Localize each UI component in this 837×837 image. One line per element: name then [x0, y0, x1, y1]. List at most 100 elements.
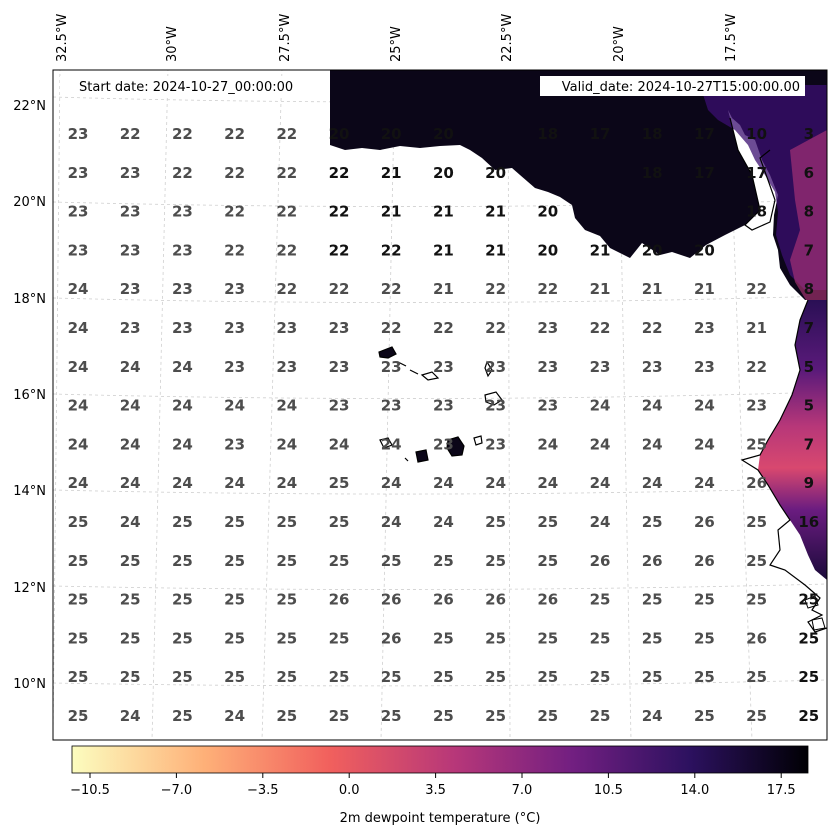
grid-value: 20: [537, 203, 558, 221]
grid-value: 20: [433, 125, 454, 143]
grid-value: 25: [433, 668, 454, 686]
grid-value: 24: [68, 280, 89, 298]
grid-value: 23: [276, 319, 297, 337]
map-border: [52, 69, 828, 741]
coastline: [729, 117, 827, 633]
grid-value: 25: [485, 629, 506, 647]
grid-value: 24: [381, 513, 402, 531]
grid-value: 18: [642, 164, 663, 182]
grid-value: 25: [642, 629, 663, 647]
grid-value: 24: [642, 707, 663, 725]
grid-value: 25: [746, 513, 767, 531]
grid-value: 25: [172, 591, 193, 609]
grid-value: 25: [329, 707, 350, 725]
grid-value: 24: [537, 474, 558, 492]
grid-value: 24: [120, 707, 141, 725]
grid-value: 23: [746, 397, 767, 415]
grid-value: 23: [329, 319, 350, 337]
grid-value: 24: [120, 397, 141, 415]
colorbar-tick-label: −7.0: [161, 783, 193, 798]
grid-value: 25: [798, 668, 819, 686]
grid-value: 24: [590, 474, 611, 492]
grid-value: 24: [68, 435, 89, 453]
grid-value: 24: [329, 435, 350, 453]
grid-value: 23: [172, 203, 193, 221]
lat-label: 22°N: [13, 99, 46, 114]
colorbar-tick-label: 17.5: [767, 783, 796, 798]
grid-value: 8: [804, 280, 814, 298]
grid-value: 25: [798, 591, 819, 609]
colorbar-tick-label: 14.0: [680, 783, 709, 798]
grid-value: 25: [329, 629, 350, 647]
grid-value: 24: [694, 474, 715, 492]
grid-value: 22: [381, 241, 402, 259]
grid-value: 20: [485, 164, 506, 182]
grid-value: 25: [485, 707, 506, 725]
grid-value: 26: [381, 591, 402, 609]
grid-value: 24: [433, 474, 454, 492]
grid-value: 26: [642, 552, 663, 570]
grid-value: 24: [68, 474, 89, 492]
grid-value: 23: [537, 397, 558, 415]
grid-value: 25: [642, 668, 663, 686]
grid-value: 20: [537, 241, 558, 259]
grid-value: 24: [537, 435, 558, 453]
grid-value: 22: [537, 280, 558, 298]
grid-value: 25: [642, 513, 663, 531]
grid-value: 24: [120, 358, 141, 376]
colorbar-ticks: −10.5 −7.0 −3.5 0.0 3.5 7.0 10.5 14.0 17.5: [70, 773, 796, 798]
grid-value: 7: [804, 435, 814, 453]
grid-value: 17: [694, 125, 715, 143]
grid-value: 26: [485, 591, 506, 609]
grid-value: 20: [381, 125, 402, 143]
grid-value: 25: [329, 474, 350, 492]
grid-value: 25: [433, 707, 454, 725]
grid-value: 24: [381, 435, 402, 453]
grid-value: 23: [224, 319, 245, 337]
grid-value: 25: [120, 591, 141, 609]
grid-value: 25: [537, 513, 558, 531]
grid-value: 25: [172, 707, 193, 725]
grid-value: 23: [224, 358, 245, 376]
grid-value: 24: [68, 397, 89, 415]
colorbar-tick-label: 7.0: [512, 783, 533, 798]
lat-label: 14°N: [13, 484, 46, 499]
grid-value: 25: [120, 552, 141, 570]
grid-value: 16: [798, 513, 819, 531]
grid-value: 24: [642, 474, 663, 492]
grid-value: 21: [642, 280, 663, 298]
grid-value: 23: [120, 280, 141, 298]
grid-value: 22: [224, 164, 245, 182]
grid-value: 24: [172, 435, 193, 453]
start-date-box: [60, 76, 310, 96]
grid-value: 23: [224, 280, 245, 298]
colorbar-tick-label: 3.5: [425, 783, 446, 798]
grid-value: 25: [537, 629, 558, 647]
grid-value: 23: [276, 358, 297, 376]
colorbar-tick-label: 10.5: [594, 783, 623, 798]
grid-value: 25: [224, 629, 245, 647]
grid-value: 23: [381, 358, 402, 376]
land-dewpoint-fill-north: [330, 70, 827, 300]
grid-value: 25: [433, 552, 454, 570]
grid-value: 22: [276, 280, 297, 298]
grid-value: 25: [224, 668, 245, 686]
grid-value: 25: [381, 707, 402, 725]
grid-value: 21: [381, 164, 402, 182]
lon-label: 25°W: [389, 26, 404, 62]
grid-value: 21: [433, 203, 454, 221]
grid-value: 23: [172, 280, 193, 298]
grid-value: 18: [642, 125, 663, 143]
grid-value: 25: [590, 629, 611, 647]
grid-value: 18: [746, 203, 767, 221]
grid-value: 23: [433, 358, 454, 376]
grid-value: 7: [804, 241, 814, 259]
longitude-labels: 32.5°W 30°W 27.5°W 25°W 22.5°W 20°W 17.5…: [55, 14, 739, 62]
grid-value: 20: [329, 125, 350, 143]
grid-value: 25: [537, 707, 558, 725]
grid-value: 24: [276, 435, 297, 453]
grid-value: 25: [276, 552, 297, 570]
grid-value: 22: [224, 241, 245, 259]
grid-value: 24: [642, 397, 663, 415]
grid-value: 25: [485, 513, 506, 531]
